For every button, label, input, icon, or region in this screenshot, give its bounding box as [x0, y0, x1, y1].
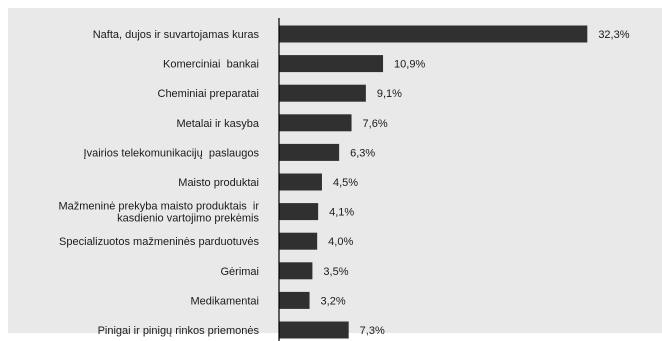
category-label-11: Pinigai ir pinigų rinkos priemonės — [98, 325, 260, 337]
category-labels: Nafta, dujos ir suvartojamas kuras Komerc… — [58, 29, 259, 337]
category-label-5: Įvairios telekomunikacijų paslaugos — [84, 147, 260, 159]
bar-8 — [279, 232, 318, 250]
category-label-6: Maisto produktai — [178, 177, 259, 189]
value-label-10: 3,2% — [321, 295, 346, 307]
bars — [279, 25, 588, 339]
category-label-9: Gėrimai — [220, 266, 259, 278]
category-label-1: Nafta, dujos ir suvartojamas kuras — [93, 29, 260, 41]
value-label-7: 4,1% — [329, 207, 354, 219]
value-label-8: 4,0% — [328, 236, 353, 248]
category-label-3: Cheminiai preparatai — [158, 88, 260, 100]
bar-6 — [279, 173, 322, 191]
bar-2 — [279, 55, 384, 73]
bar-1 — [279, 25, 588, 43]
bar-7 — [279, 203, 319, 221]
value-label-4: 7,6% — [363, 118, 388, 130]
bar-3 — [279, 84, 366, 102]
bar-11 — [279, 321, 349, 339]
category-label-10: Medikamentai — [191, 295, 259, 307]
bar-10 — [279, 291, 310, 309]
category-label-4: Metalai ir kasyba — [176, 118, 259, 130]
bar-9 — [279, 262, 313, 280]
category-label-7-line-1: Mažmeninė prekyba maisto produktais ir — [58, 201, 259, 213]
bar-5 — [279, 143, 340, 161]
category-label-7-line-2: kasdienio vartojimo prekėmis — [117, 213, 259, 225]
bar-4 — [279, 114, 352, 132]
value-label-11: 7,3% — [360, 325, 385, 337]
value-labels: 32,3% 10,9% 9,1% 7,6% 6,3% 4,5% 4,1% 4,0% 3,5% 3,… — [321, 29, 630, 337]
value-label-3: 9,1% — [377, 88, 402, 100]
value-label-5: 6,3% — [350, 147, 375, 159]
value-label-2: 10,9% — [394, 59, 425, 71]
category-label-8: Specializuotos mažmeninės parduotuvės — [59, 236, 259, 248]
value-label-6: 4,5% — [333, 177, 358, 189]
category-label-2: Komerciniai bankai — [163, 59, 259, 71]
value-label-1: 32,3% — [598, 29, 629, 41]
value-label-9: 3,5% — [323, 266, 348, 278]
